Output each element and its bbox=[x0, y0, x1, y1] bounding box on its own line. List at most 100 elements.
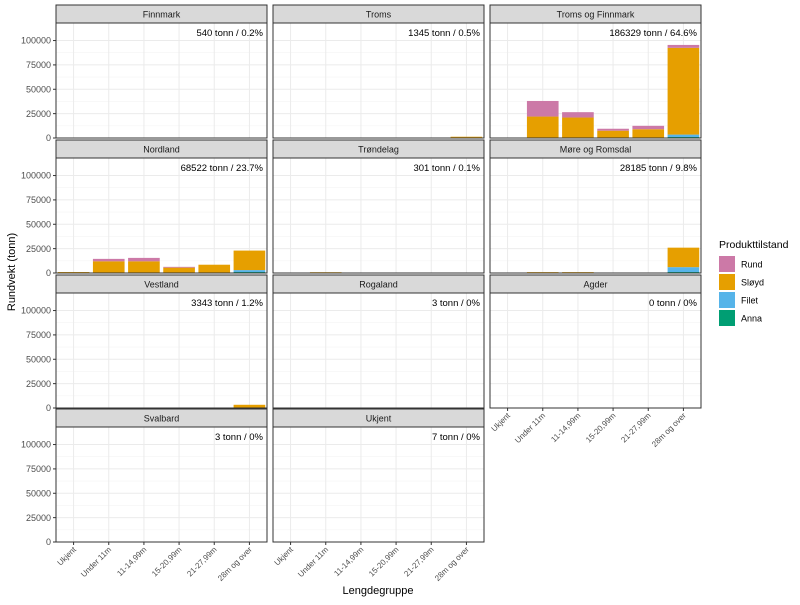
panel-background bbox=[273, 158, 484, 273]
y-tick-label: 0 bbox=[46, 537, 51, 547]
y-tick-label: 50000 bbox=[26, 488, 51, 498]
facet-title: Møre og Romsdal bbox=[560, 145, 632, 155]
facet-title: Troms og Finnmark bbox=[557, 10, 635, 20]
y-tick-label: 25000 bbox=[26, 244, 51, 254]
panel-background bbox=[273, 427, 484, 542]
panel-annotation: 3 tonn / 0% bbox=[432, 298, 481, 309]
panel-background bbox=[56, 293, 267, 408]
bar-segment-rund bbox=[92, 258, 125, 262]
bar-segment-rund bbox=[597, 128, 629, 131]
legend-key bbox=[719, 256, 735, 272]
bar-segment-sloyd bbox=[562, 117, 594, 138]
panel-border bbox=[489, 292, 702, 409]
legend-title: Produkttilstand bbox=[719, 239, 789, 251]
legend-item: Sløyd bbox=[719, 274, 764, 290]
bar-segment-sloyd bbox=[128, 261, 160, 273]
bar-segment-rund bbox=[128, 257, 160, 262]
bar-segment-sloyd bbox=[526, 116, 559, 138]
facet-title: Svalbard bbox=[144, 414, 180, 424]
y-tick-label: 25000 bbox=[26, 379, 51, 389]
panel-border bbox=[55, 426, 268, 543]
bar-segment-sloyd bbox=[667, 247, 700, 268]
panel-border bbox=[55, 22, 268, 139]
y-tick-label: 75000 bbox=[26, 60, 51, 70]
panels-layer: Finnmark 540 tonn / 0.2% 0 25000 50000 75000 1… bbox=[21, 4, 702, 583]
panel-annotation: 3343 tonn / 1.2% bbox=[191, 298, 263, 309]
panel-background bbox=[56, 158, 267, 273]
bar-segment-filet bbox=[233, 270, 266, 273]
panel-background bbox=[273, 293, 484, 408]
facet-title: Rogaland bbox=[359, 280, 398, 290]
panel-border bbox=[55, 157, 268, 274]
panel-background bbox=[490, 23, 701, 138]
bar-segment-sloyd bbox=[632, 129, 665, 138]
bar-segment-filet bbox=[667, 134, 700, 138]
facet-title: Ukjent bbox=[366, 414, 392, 424]
legend-key bbox=[719, 274, 735, 290]
facet-panel: Trøndelag 301 tonn / 0.1% bbox=[272, 139, 485, 274]
bar-segment-sloyd bbox=[597, 130, 629, 138]
y-tick-label: 100000 bbox=[21, 171, 51, 181]
y-tick-label: 0 bbox=[46, 403, 51, 413]
y-tick-label: 25000 bbox=[26, 109, 51, 119]
bar-segment-sloyd bbox=[92, 261, 125, 273]
panel-annotation: 540 tonn / 0.2% bbox=[196, 28, 263, 39]
panel-background bbox=[273, 23, 484, 138]
y-tick-label: 75000 bbox=[26, 195, 51, 205]
legend-key bbox=[719, 310, 735, 326]
bar-segment-rund bbox=[632, 125, 665, 130]
y-tick-label: 100000 bbox=[21, 440, 51, 450]
facet-panel: Møre og Romsdal 28185 tonn / 9.8% bbox=[489, 139, 702, 274]
legend-label: Rund bbox=[741, 260, 763, 270]
panel-border bbox=[272, 22, 485, 139]
bar-segment-rund bbox=[526, 100, 559, 117]
legend-key bbox=[719, 292, 735, 308]
y-tick-label: 100000 bbox=[21, 36, 51, 46]
facet-panel: Troms 1345 tonn / 0.5% bbox=[272, 4, 485, 139]
bar-segment-sloyd bbox=[233, 404, 266, 408]
legend-item: Anna bbox=[719, 310, 762, 326]
panel-annotation: 1345 tonn / 0.5% bbox=[408, 28, 480, 39]
bar-segment-sloyd bbox=[198, 264, 231, 273]
legend: Produkttilstand Rund Sløyd Filet Anna bbox=[719, 239, 789, 326]
y-tick-label: 0 bbox=[46, 133, 51, 143]
y-tick-label: 50000 bbox=[26, 354, 51, 364]
panel-annotation: 186329 tonn / 64.6% bbox=[609, 28, 697, 39]
bar-segment-rund bbox=[562, 112, 594, 118]
facet-panel: Vestland 3343 tonn / 1.2% 0 25000 50000 75000… bbox=[21, 274, 268, 413]
panel-border bbox=[489, 157, 702, 274]
facet-title: Troms bbox=[366, 10, 392, 20]
bar-segment-sloyd bbox=[163, 267, 195, 273]
y-tick-label: 50000 bbox=[26, 84, 51, 94]
facet-title: Agder bbox=[583, 280, 607, 290]
y-tick-label: 0 bbox=[46, 268, 51, 278]
panel-border bbox=[55, 292, 268, 409]
bar-segment-sloyd bbox=[233, 250, 266, 271]
bar-segment-sloyd bbox=[450, 136, 483, 138]
facet-panel: Rogaland 3 tonn / 0% bbox=[272, 274, 485, 409]
panel-border bbox=[272, 426, 485, 543]
facet-title: Trøndelag bbox=[358, 145, 399, 155]
panel-border bbox=[272, 157, 485, 274]
bar-segment-filet bbox=[667, 267, 700, 273]
bar-segment-rund bbox=[163, 266, 195, 268]
legend-item: Filet bbox=[719, 292, 759, 308]
panel-background bbox=[56, 427, 267, 542]
panel-annotation: 301 tonn / 0.1% bbox=[413, 163, 480, 174]
panel-annotation: 7 tonn / 0% bbox=[432, 432, 481, 443]
bar-segment-sloyd bbox=[667, 47, 700, 135]
y-tick-label: 75000 bbox=[26, 464, 51, 474]
panel-background bbox=[490, 293, 701, 408]
y-tick-label: 25000 bbox=[26, 513, 51, 523]
panel-background bbox=[56, 23, 267, 138]
panel-annotation: 28185 tonn / 9.8% bbox=[620, 163, 698, 174]
legend-label: Sløyd bbox=[741, 278, 764, 288]
legend-item: Rund bbox=[719, 256, 763, 272]
panel-border bbox=[272, 292, 485, 409]
panel-annotation: 3 tonn / 0% bbox=[215, 432, 264, 443]
y-axis-title: Rundvekt (tonn) bbox=[6, 233, 18, 311]
facet-title: Finnmark bbox=[143, 10, 181, 20]
facet-panel: Troms og Finnmark 186329 tonn / 64.6% bbox=[489, 4, 702, 139]
